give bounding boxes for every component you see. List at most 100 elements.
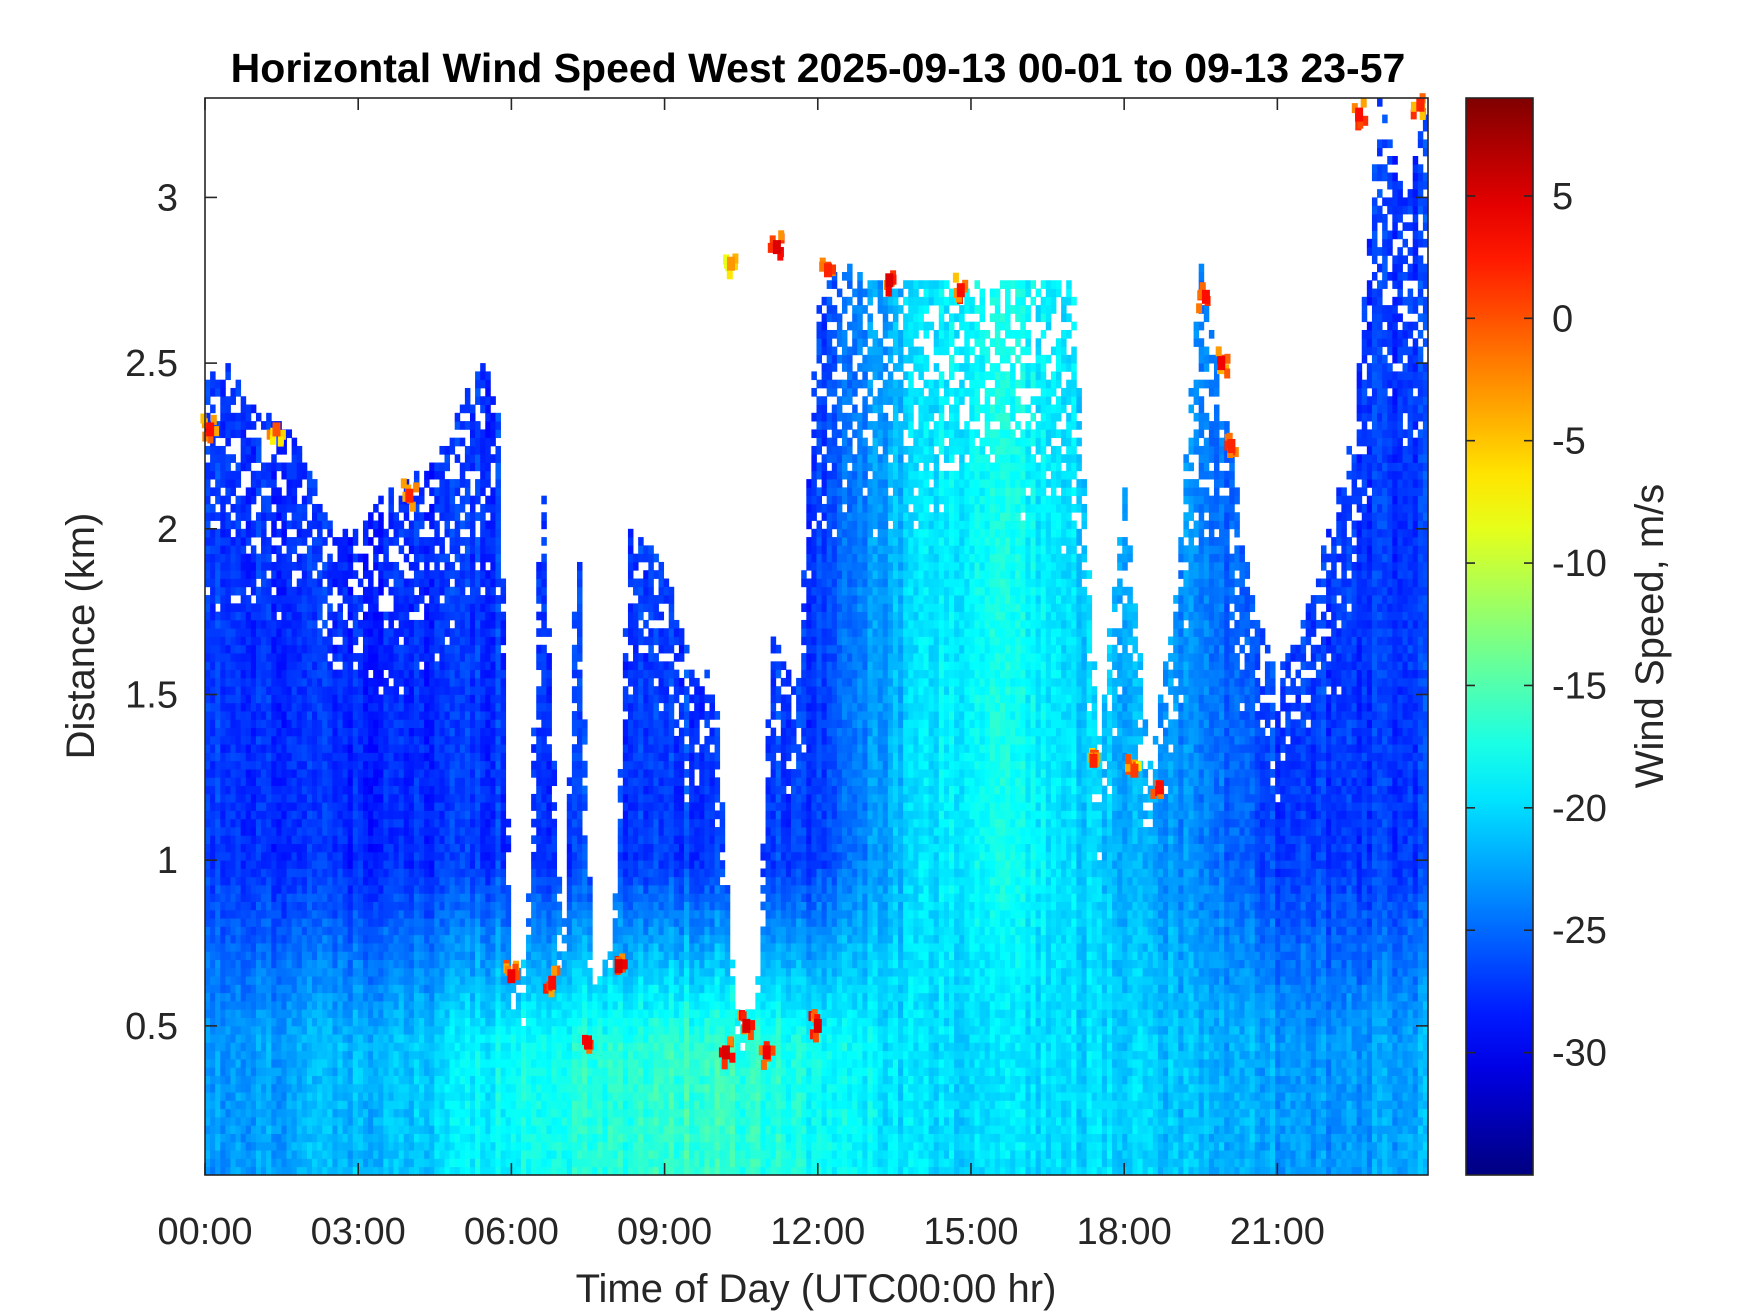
heatmap-cell <box>378 1009 384 1018</box>
heatmap-cell <box>286 1092 293 1101</box>
heatmap-cell <box>480 1100 486 1110</box>
heatmap-cell <box>475 785 481 795</box>
heatmap-cell <box>454 1092 461 1101</box>
heatmap-cell <box>373 760 379 770</box>
heatmap-cell <box>454 802 461 811</box>
heatmap-cell <box>393 702 400 712</box>
heatmap-cell <box>485 926 491 936</box>
heatmap-cell <box>225 951 231 960</box>
heatmap-cell <box>210 1017 216 1027</box>
heatmap-cell <box>245 412 252 422</box>
heatmap-cell <box>520 1001 527 1010</box>
heatmap-cell <box>291 793 298 803</box>
heatmap-cell <box>368 570 374 579</box>
heatmap-cell <box>312 1042 318 1052</box>
heatmap-cell <box>383 818 389 828</box>
heatmap-cell <box>301 818 308 828</box>
heatmap-cell <box>235 603 242 613</box>
heatmap-cell <box>255 967 262 977</box>
heatmap-cell <box>245 636 252 646</box>
heatmap-cell <box>490 918 496 927</box>
heatmap-cell <box>225 479 231 488</box>
heatmap-cell <box>322 669 328 679</box>
heatmap-cell <box>245 760 252 770</box>
heatmap-cell <box>240 1133 247 1143</box>
heatmap-cell <box>322 868 328 878</box>
heatmap-cell <box>485 437 491 447</box>
heatmap-cell <box>210 959 216 969</box>
heatmap-cell <box>286 570 293 579</box>
heatmap-cell <box>403 611 410 621</box>
heatmap-cell <box>398 769 405 778</box>
heatmap-cell <box>261 470 267 480</box>
heatmap-cell <box>317 835 323 845</box>
heatmap-cell <box>286 545 293 555</box>
heatmap-cell <box>464 934 471 944</box>
heatmap-cell <box>469 868 476 878</box>
heatmap-cell <box>347 570 354 579</box>
heatmap-cell <box>500 727 507 737</box>
heatmap-cell <box>444 570 450 579</box>
heatmap-cell <box>398 901 405 911</box>
heatmap-cell <box>495 760 501 770</box>
heatmap-cell <box>469 1067 476 1076</box>
heatmap-cell <box>281 528 287 538</box>
heatmap-cell <box>230 835 236 845</box>
heatmap-cell <box>495 528 501 538</box>
heatmap-cell <box>434 553 440 563</box>
heatmap-cell <box>235 570 242 579</box>
heatmap-cell <box>490 520 496 530</box>
heatmap-cell <box>368 769 374 778</box>
heatmap-cell <box>469 1117 476 1126</box>
heatmap-cell <box>342 851 349 861</box>
heatmap-cell <box>469 619 476 629</box>
heatmap-cell <box>266 553 272 563</box>
heatmap-cell <box>215 628 221 637</box>
heatmap-cell <box>245 959 252 969</box>
heatmap-cell <box>286 901 293 911</box>
heatmap-cell <box>220 412 226 422</box>
heatmap-cell <box>475 1001 481 1010</box>
heatmap-cell <box>434 470 440 480</box>
heatmap-cell <box>424 843 430 853</box>
heatmap-cell <box>459 404 466 414</box>
heatmap-cell <box>449 702 456 712</box>
heatmap-cell <box>500 1034 507 1043</box>
heatmap-cell <box>378 570 384 579</box>
heatmap-cell <box>255 719 262 729</box>
heatmap-cell <box>362 553 369 563</box>
heatmap-cell <box>286 1075 293 1085</box>
heatmap-cell <box>495 1141 501 1151</box>
heatmap-cell <box>424 909 430 919</box>
heatmap-cell <box>281 951 287 960</box>
heatmap-cell <box>424 851 430 861</box>
heatmap-cell <box>286 537 293 546</box>
heatmap-cell <box>250 644 257 654</box>
heatmap-cell <box>383 545 389 555</box>
heatmap-cell <box>317 810 323 820</box>
heatmap-cell <box>429 1141 435 1151</box>
heatmap-cell <box>408 893 415 902</box>
heatmap-cell <box>342 885 349 894</box>
heatmap-cell <box>220 760 226 770</box>
heatmap-cell <box>291 1117 298 1126</box>
heatmap-cell <box>327 669 333 679</box>
heatmap-cell <box>510 1059 517 1068</box>
heatmap-cell <box>286 934 293 944</box>
heatmap-cell <box>368 992 374 1002</box>
heatmap-cell <box>286 876 293 886</box>
heatmap-cell <box>454 868 461 878</box>
heatmap-cell <box>220 1001 226 1010</box>
heatmap-cell <box>210 644 216 654</box>
heatmap-cell <box>475 984 481 994</box>
heatmap-cell <box>475 1042 481 1052</box>
heatmap-cell <box>490 901 496 911</box>
heatmap-cell <box>215 661 221 671</box>
heatmap-cell <box>225 1092 231 1101</box>
heatmap-cell <box>337 611 343 621</box>
heatmap-cell <box>357 752 364 762</box>
heatmap-cell <box>373 661 379 671</box>
heatmap-cell <box>459 909 466 919</box>
heatmap-cell <box>286 959 293 969</box>
heatmap-cell <box>250 893 257 902</box>
